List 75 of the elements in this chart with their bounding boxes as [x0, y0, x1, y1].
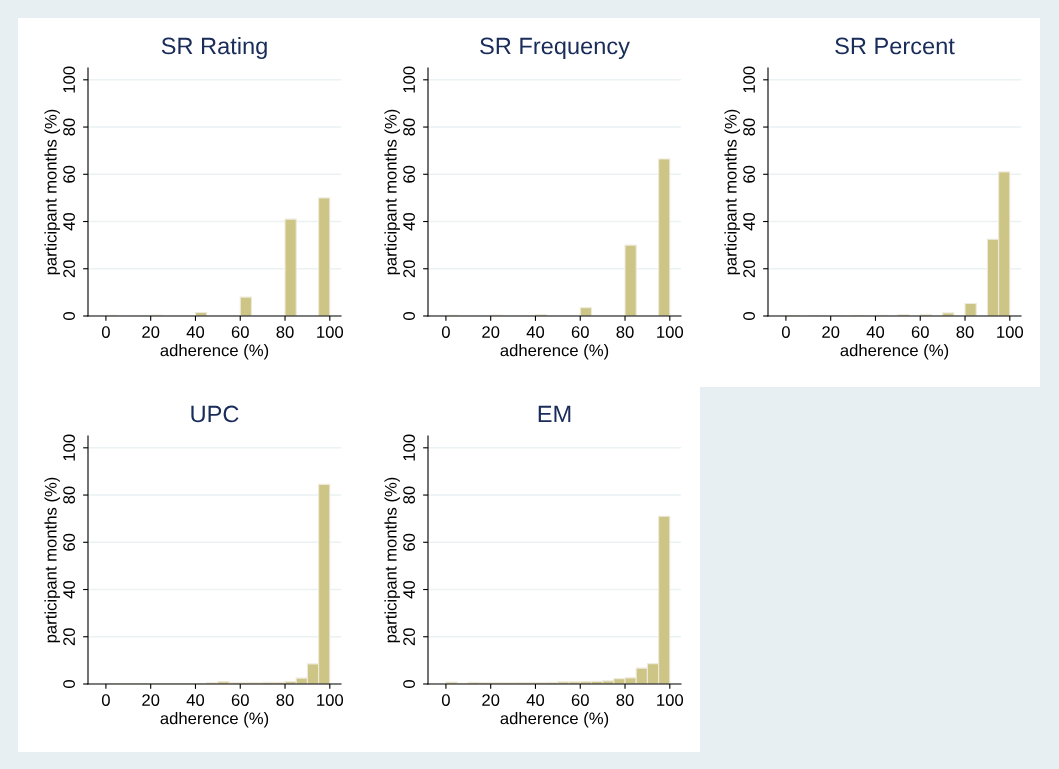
y-tick-label: 60 — [63, 165, 75, 183]
x-tick-label: 100 — [317, 326, 344, 338]
x-tick-label: 40 — [186, 694, 205, 706]
x-tick-label: 100 — [657, 694, 684, 706]
y-tick-label: 60 — [403, 165, 415, 183]
y-tick-label: 100 — [403, 66, 415, 93]
y-tick-label: 20 — [63, 628, 75, 646]
y-tick-label: 80 — [403, 118, 415, 136]
x-tick-label: 0 — [441, 326, 450, 338]
y-axis-title: participant months (%) — [384, 109, 400, 275]
x-axis-title: adherence (%) — [840, 344, 949, 360]
y-tick-label: 40 — [743, 212, 755, 231]
y-tick-label: 80 — [63, 118, 75, 136]
y-tick-label: 40 — [403, 580, 415, 599]
y-tick-label: 40 — [63, 212, 75, 231]
chart-title: SR Rating — [161, 37, 267, 60]
x-tick-label: 0 — [101, 694, 110, 706]
x-tick-label: 40 — [526, 326, 545, 338]
y-tick-label: 20 — [403, 260, 415, 278]
y-tick-label: 60 — [63, 533, 75, 551]
x-tick-label: 60 — [231, 694, 249, 706]
x-tick-label: 100 — [997, 326, 1024, 338]
y-axis-title: participant months (%) — [44, 109, 60, 275]
y-tick-label: 0 — [743, 312, 755, 320]
y-tick-label: 60 — [743, 165, 755, 183]
y-tick-label: 20 — [743, 260, 755, 278]
x-axis-title: adherence (%) — [160, 712, 269, 728]
y-tick-label: 0 — [403, 680, 415, 688]
y-tick-label: 80 — [63, 486, 75, 504]
y-tick-label: 100 — [63, 66, 75, 93]
x-tick-label: 60 — [231, 326, 249, 338]
x-axis-title: adherence (%) — [500, 712, 609, 728]
y-axis-title: participant months (%) — [44, 477, 60, 643]
x-tick-label: 100 — [657, 326, 684, 338]
x-tick-label: 80 — [276, 694, 294, 706]
y-tick-label: 100 — [743, 66, 755, 93]
x-tick-label: 40 — [186, 326, 205, 338]
x-tick-label: 0 — [101, 326, 110, 338]
y-tick-label: 0 — [63, 312, 75, 320]
y-tick-label: 80 — [743, 118, 755, 136]
x-axis-title: adherence (%) — [500, 344, 609, 360]
y-tick-label: 20 — [63, 260, 75, 278]
y-tick-label: 40 — [63, 580, 75, 599]
x-tick-label: 80 — [616, 326, 634, 338]
y-tick-label: 0 — [403, 312, 415, 320]
x-tick-label: 20 — [482, 694, 500, 706]
chart-title: SR Percent — [835, 37, 955, 55]
chart-title: UPC — [191, 405, 239, 423]
y-axis-title: participant months (%) — [384, 477, 400, 643]
y-tick-label: 0 — [63, 680, 75, 688]
chart-title: SR Frequency — [480, 37, 630, 60]
y-tick-label: 100 — [403, 434, 415, 461]
x-tick-label: 60 — [571, 326, 589, 338]
x-tick-label: 40 — [526, 694, 545, 706]
x-tick-label: 80 — [276, 326, 294, 338]
x-tick-label: 0 — [781, 326, 790, 338]
x-axis-title: adherence (%) — [160, 344, 269, 360]
x-tick-label: 40 — [866, 326, 885, 338]
y-tick-label: 80 — [403, 486, 415, 504]
y-tick-label: 20 — [403, 628, 415, 646]
x-tick-label: 60 — [571, 694, 589, 706]
y-axis-title: participant months (%) — [724, 109, 740, 275]
x-tick-label: 20 — [142, 694, 160, 706]
chart-title: EM — [538, 405, 571, 423]
x-tick-label: 80 — [956, 326, 974, 338]
y-tick-label: 40 — [403, 212, 415, 231]
x-tick-label: 20 — [822, 326, 840, 338]
y-tick-label: 60 — [403, 533, 415, 551]
x-tick-label: 100 — [317, 694, 344, 706]
x-tick-label: 0 — [441, 694, 450, 706]
x-tick-label: 80 — [616, 694, 634, 706]
x-tick-label: 60 — [911, 326, 929, 338]
x-tick-label: 20 — [142, 326, 160, 338]
y-tick-label: 100 — [63, 434, 75, 461]
x-tick-label: 20 — [482, 326, 500, 338]
